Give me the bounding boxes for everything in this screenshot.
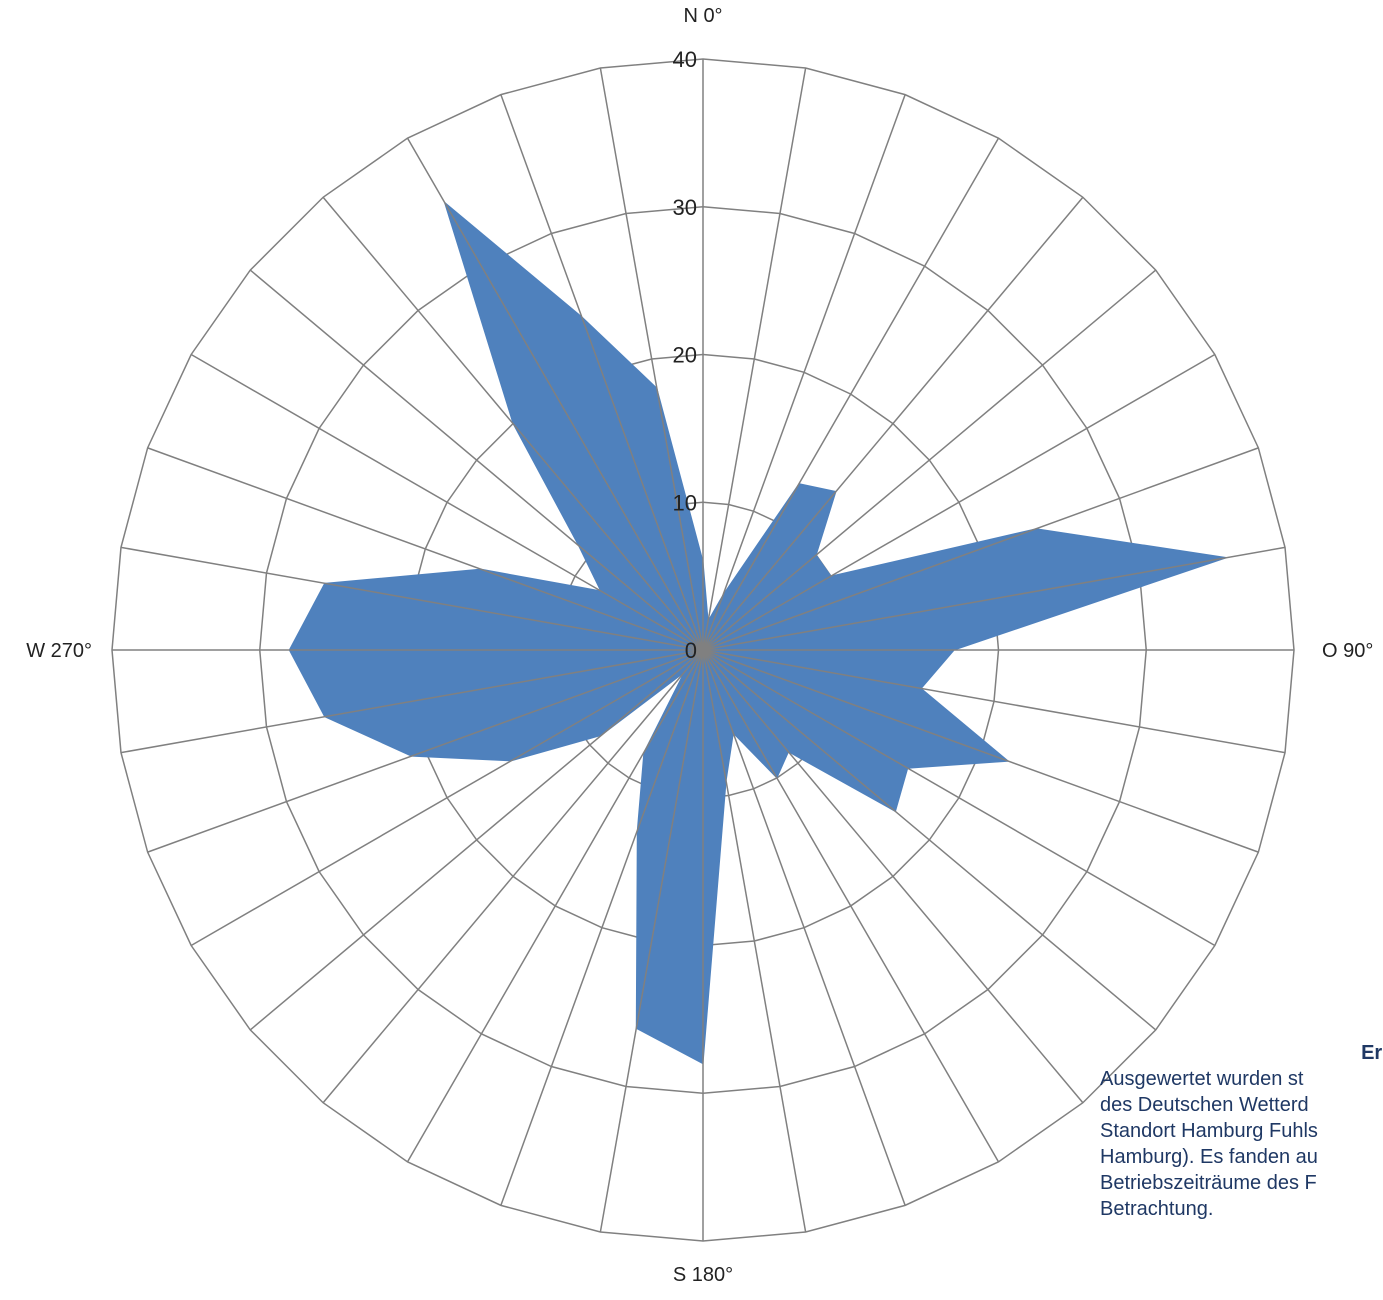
- spoke-160: [702, 649, 906, 1206]
- compass-label-90: O 90°: [1322, 640, 1373, 662]
- spoke-340: [500, 94, 704, 651]
- spoke-170: [702, 649, 807, 1233]
- spoke-140: [702, 649, 1084, 1104]
- note-line: Standort Hamburg Fuhls: [1100, 1120, 1318, 1142]
- tick-label-0: 0: [685, 638, 697, 663]
- note-title: Erläute: [1361, 1042, 1383, 1064]
- tick-label-layer: 0 10 20 30 40: [673, 47, 697, 663]
- center-point: [697, 644, 709, 656]
- spoke-50: [702, 269, 1157, 651]
- spoke-300: [190, 353, 704, 651]
- spoke-260: [120, 649, 704, 754]
- spoke-80: [702, 546, 1286, 651]
- spoke-250: [147, 649, 704, 853]
- spoke-30: [702, 137, 1000, 651]
- spoke-layer: [112, 59, 1294, 1241]
- spoke-280: [120, 546, 704, 651]
- series-area-0: [288, 200, 1227, 1065]
- spoke-40: [702, 196, 1084, 651]
- spoke-10: [702, 67, 807, 651]
- series-layer: [288, 200, 1227, 1065]
- note-line: Betriebszeiträume des F: [1100, 1172, 1317, 1194]
- spoke-350: [599, 67, 704, 651]
- spoke-320: [322, 196, 704, 651]
- spoke-70: [702, 447, 1259, 651]
- spoke-150: [702, 649, 1000, 1163]
- spoke-330: [406, 137, 704, 651]
- spoke-230: [249, 649, 704, 1031]
- compass-label-180: S 180°: [673, 1264, 733, 1286]
- spoke-190: [599, 649, 704, 1233]
- compass-label-layer: N 0° O 90° S 180° W 270°: [26, 5, 1373, 1286]
- tick-label-30: 30: [673, 195, 697, 220]
- spoke-200: [500, 649, 704, 1206]
- spoke-110: [702, 649, 1259, 853]
- tick-label-40: 40: [673, 47, 697, 72]
- tick-label-20: 20: [673, 343, 697, 368]
- spoke-210: [406, 649, 704, 1163]
- explanation-note: Erläute Ausgewertet wurden st des Deutsc…: [1100, 1040, 1383, 1222]
- spoke-240: [190, 649, 704, 947]
- tick-label-10: 10: [673, 490, 697, 515]
- spoke-60: [702, 353, 1216, 651]
- note-line: des Deutschen Wetterd: [1100, 1094, 1309, 1116]
- spoke-290: [147, 447, 704, 651]
- note-line: Betrachtung.: [1100, 1198, 1214, 1220]
- spoke-130: [702, 649, 1157, 1031]
- compass-label-270: W 270°: [26, 640, 92, 662]
- spoke-310: [249, 269, 704, 651]
- spoke-100: [702, 649, 1286, 754]
- spoke-20: [702, 94, 906, 651]
- note-line: Ausgewertet wurden st: [1100, 1068, 1304, 1090]
- spoke-120: [702, 649, 1216, 947]
- spoke-220: [322, 649, 704, 1104]
- compass-label-0: N 0°: [683, 5, 722, 27]
- note-line: Hamburg). Es fanden au: [1100, 1146, 1318, 1168]
